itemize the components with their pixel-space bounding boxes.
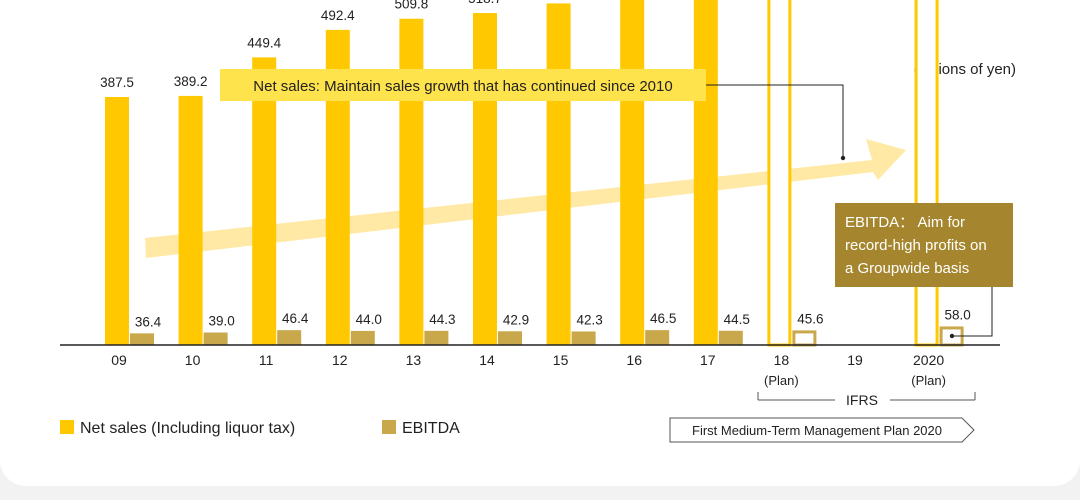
x-tick-label: 17 [700, 352, 716, 368]
net-sales-bar [693, 0, 718, 345]
x-tick-label: 16 [626, 352, 642, 368]
ebitda-callout-connector [952, 287, 993, 337]
ebitda-callout-text: a Groupwide basis [845, 260, 969, 277]
ebitda-value-label: 46.5 [650, 311, 676, 326]
ebitda-value-label: 44.0 [356, 312, 382, 327]
net-sales-bar [546, 3, 571, 345]
net-sales-value-label: 509.8 [395, 0, 429, 12]
net-sales-bar [473, 13, 497, 345]
ebitda-callout-text: EBITDA： Aim for [845, 214, 965, 231]
ebitda-value-label: 46.4 [282, 311, 309, 326]
ebitda-value-label: 42.9 [503, 312, 529, 327]
ifrs-label: IFRS [846, 392, 878, 408]
ebitda-bar [424, 330, 449, 345]
legend-label-ebitda: EBITDA [402, 420, 460, 437]
x-tick-label: 09 [111, 352, 127, 368]
plan-tag-label: First Medium-Term Management Plan 2020 [692, 423, 942, 438]
x-tick-label: 10 [185, 352, 201, 368]
ebitda-bar [645, 330, 670, 345]
ebitda-value-label: 39.0 [208, 314, 234, 329]
x-tick-label: 11 [259, 352, 274, 368]
ebitda-value-label: 36.4 [135, 314, 162, 329]
net-sales-value-label: 492.4 [321, 8, 355, 23]
legend-label-net-sales: Net sales (Including liquor tax) [80, 420, 295, 437]
legend-swatch-net-sales [60, 420, 74, 434]
net-sales-value-label: 449.4 [247, 35, 281, 50]
x-tick-label: 18 [774, 352, 790, 368]
x-tick-label: 15 [553, 352, 569, 368]
x-tick-label: 14 [479, 352, 495, 368]
ebitda-bar [130, 333, 154, 345]
ebitda-bar [571, 331, 596, 345]
net-sales-value-label: 389.2 [174, 74, 208, 89]
ebitda-value-label: 44.3 [429, 312, 455, 327]
x-sub-label: (Plan) [911, 373, 946, 388]
net-sales-callout-box [220, 69, 706, 101]
x-tick-label: 13 [406, 352, 422, 368]
net-sales-callout-connector [706, 84, 844, 158]
ebitda-bar [792, 330, 817, 347]
ebitda-bar [718, 330, 743, 345]
ebitda-bar [498, 331, 522, 345]
ebitda-value-label: 42.3 [576, 312, 602, 327]
ebitda-bar [350, 330, 375, 345]
plan-tag-shape [669, 417, 975, 443]
net-sales-ebitda-chart: (Billions of yen) 387.5 36.4 09 389.2 39.0 10… [60, 0, 1016, 443]
ebitda-value-label: 45.6 [797, 311, 823, 326]
net-sales-callout-text: Net sales: Maintain sales growth that ha… [253, 78, 672, 95]
unit-label: (Billions of yen) [913, 61, 1016, 78]
net-sales-bar [620, 0, 645, 346]
x-tick-label: 19 [847, 352, 863, 368]
net-sales-bar [767, 0, 792, 347]
ebitda-bar [277, 330, 302, 345]
net-sales-bar [178, 95, 203, 345]
x-tick-label: 12 [332, 352, 348, 368]
net-sales-value-label: 387.5 [100, 75, 134, 90]
net-sales-callout-dot [840, 155, 846, 161]
net-sales-bar [252, 57, 277, 345]
net-sales-bar [914, 0, 939, 347]
ebitda-callout-dot [949, 333, 955, 339]
ebitda-callout-box [835, 203, 1013, 287]
legend-swatch-ebitda [382, 420, 396, 434]
chart-panel: (Billions of yen) 387.5 36.4 09 389.2 39.0 10… [0, 0, 1080, 486]
ebitda-bar [203, 332, 228, 345]
net-sales-value-label: 518.7 [468, 0, 502, 6]
x-sub-label: (Plan) [764, 373, 799, 388]
net-sales-bar [399, 18, 424, 346]
ebitda-callout-text: record-high profits on [845, 237, 987, 254]
ebitda-value-label: 58.0 [944, 307, 970, 322]
x-tick-label: 2020 [913, 352, 944, 368]
net-sales-bar [105, 97, 129, 345]
ebitda-value-label: 44.5 [724, 312, 750, 327]
